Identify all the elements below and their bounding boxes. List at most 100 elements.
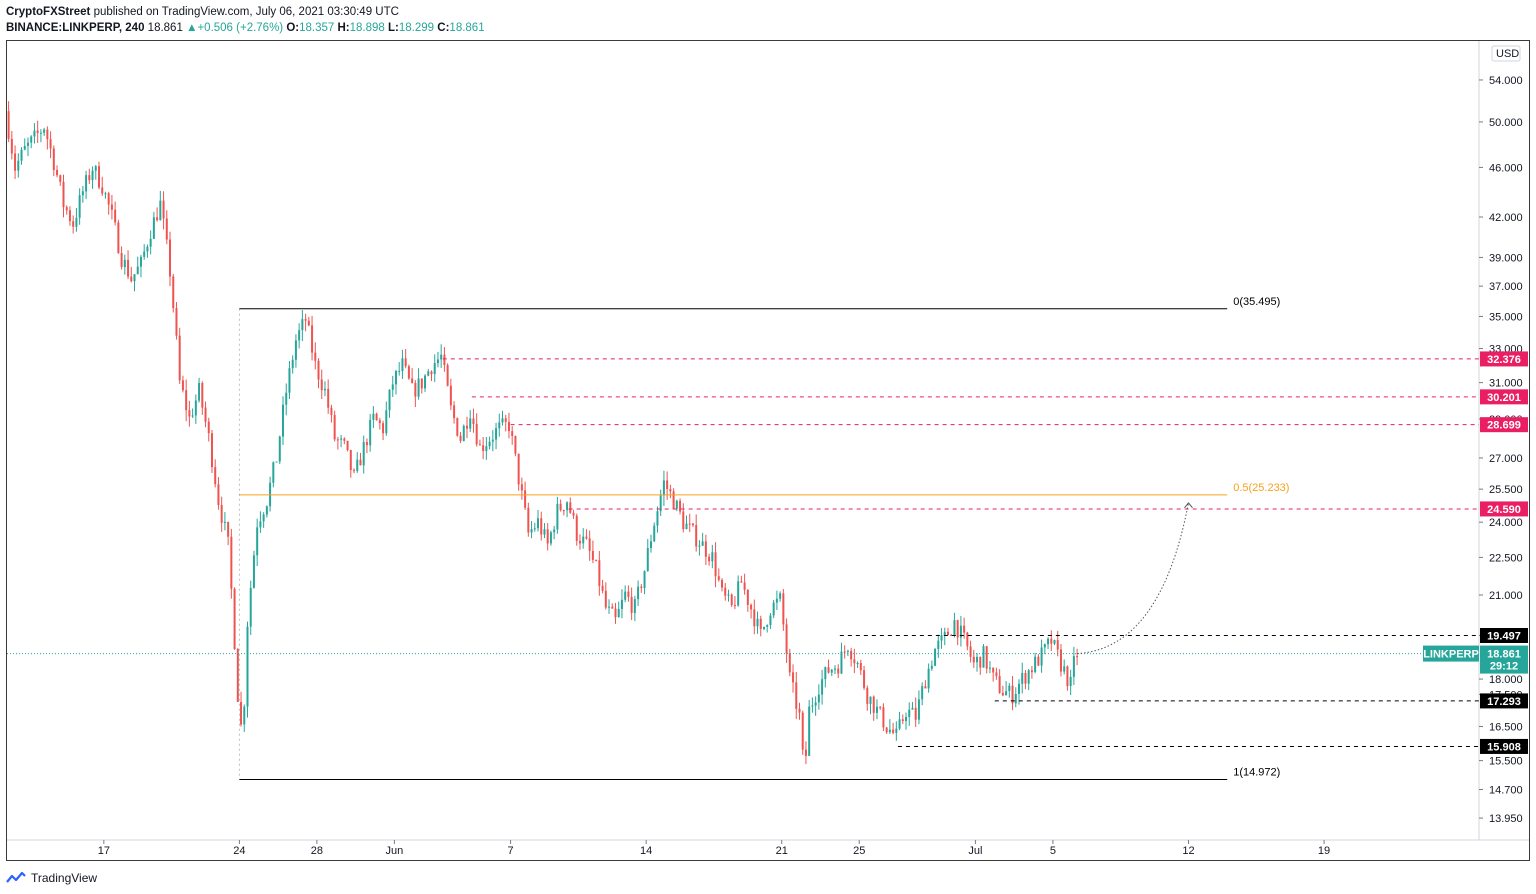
candle-down — [801, 712, 804, 750]
time-axis[interactable]: 17 24 28 Jun 7 14 21 25 Jul 5 12 19 — [98, 840, 1330, 857]
candles[interactable] — [7, 101, 1079, 765]
resistance-levels[interactable]: 32.376 30.201 28.699 24.590 — [442, 351, 1528, 517]
candle-down — [382, 423, 385, 434]
candle-up — [927, 668, 930, 689]
candle-down — [227, 521, 230, 537]
candle-down — [666, 480, 669, 490]
candle-up — [908, 709, 911, 717]
candle-down — [682, 511, 685, 530]
candle-up — [149, 238, 152, 247]
candle-up — [78, 195, 81, 218]
symbol-name[interactable]: BINANCE:LINKPERP, 240 — [6, 22, 145, 34]
candle-down — [114, 209, 117, 223]
candle-down — [1030, 670, 1033, 673]
candle-up — [104, 193, 107, 195]
candle-down — [49, 139, 52, 149]
candle-up — [1017, 683, 1021, 694]
candle-down — [333, 415, 336, 440]
candle-down — [514, 436, 517, 454]
price-chart[interactable]: 54.000 50.000 46.000 42.000 39.000 37.000 35.0… — [7, 41, 1529, 860]
candle-up — [33, 130, 36, 137]
candle-up — [1008, 685, 1011, 692]
candle-up — [959, 625, 962, 638]
resistance-badge-text: 30.201 — [1487, 392, 1521, 404]
resistance-badge-text: 24.590 — [1487, 504, 1521, 516]
candle-up — [814, 702, 817, 706]
candle-up — [888, 729, 891, 733]
candle-down — [314, 352, 317, 361]
candle-down — [740, 581, 743, 583]
price-tick-label: 25.500 — [1489, 484, 1523, 496]
candle-down — [901, 719, 904, 722]
price-tick-label: 50.000 — [1489, 117, 1523, 129]
candle-down — [517, 453, 520, 485]
candle-down — [165, 218, 168, 240]
footer-brand[interactable]: TradingView — [31, 871, 98, 885]
candle-down — [210, 433, 213, 468]
candle-up — [808, 706, 811, 756]
candle-down — [320, 379, 323, 391]
candle-up — [291, 359, 294, 369]
symbol-badge-text: LINKPERP — [1423, 649, 1479, 661]
currency-box — [1491, 45, 1521, 62]
candle-up — [930, 665, 933, 669]
candle-up — [417, 378, 420, 397]
candle-up — [356, 459, 359, 471]
candle-up — [824, 667, 827, 680]
candle-up — [75, 217, 78, 227]
candle-up — [766, 624, 769, 627]
candle-up — [252, 555, 255, 588]
candle-down — [185, 390, 188, 411]
support-levels[interactable]: 19.497 17.293 15.908 — [839, 628, 1528, 754]
price-tick-label: 27.000 — [1489, 453, 1523, 465]
candle-up — [869, 696, 872, 704]
candle-down — [753, 609, 756, 627]
candle-up — [582, 536, 585, 544]
candle-down — [669, 489, 672, 492]
time-tick-label: 14 — [640, 845, 652, 857]
candle-down — [10, 138, 13, 154]
candle-up — [362, 442, 365, 466]
candle-up — [701, 541, 704, 546]
close-value: 18.861 — [449, 22, 485, 34]
candle-down — [588, 538, 591, 551]
currency-label[interactable]: USD — [1491, 45, 1521, 62]
candle-up — [369, 419, 372, 446]
candle-up — [275, 461, 278, 463]
candle-up — [385, 410, 388, 434]
candle-up — [424, 375, 427, 389]
candle-up — [85, 175, 88, 192]
candle-down — [679, 500, 682, 512]
close-label: C: — [437, 22, 450, 34]
candle-down — [630, 596, 633, 613]
candle-down — [546, 529, 549, 544]
candle-up — [1034, 656, 1037, 673]
candle-up — [646, 548, 649, 571]
candle-up — [821, 679, 824, 695]
low-value: 18.299 — [398, 22, 435, 34]
candle-down — [520, 484, 523, 491]
candle-up — [662, 480, 665, 496]
candle-down — [604, 590, 607, 608]
candle-down — [52, 148, 55, 171]
fibonacci-retracement[interactable]: 0(35.495) 0.5(25.233) 1(14.972) — [238, 296, 1289, 781]
candle-down — [172, 276, 175, 309]
candle-down — [569, 502, 572, 513]
chart-frame[interactable]: 54.000 50.000 46.000 42.000 39.000 37.000 35.0… — [6, 40, 1530, 861]
time-tick-label: 19 — [1318, 845, 1330, 857]
candle-up — [1040, 647, 1043, 666]
author-name[interactable]: CryptoFXStreet — [6, 6, 91, 18]
candle-up — [769, 615, 772, 625]
projection-arrow[interactable] — [1077, 502, 1193, 655]
candle-down — [792, 672, 795, 683]
candle-down — [585, 536, 588, 539]
candle-down — [220, 504, 223, 523]
candle-up — [323, 388, 326, 391]
candle-up — [243, 706, 246, 725]
candle-up — [756, 618, 759, 627]
candle-down — [68, 210, 71, 222]
candle-down — [156, 217, 159, 221]
candle-down — [872, 696, 875, 713]
candle-up — [1014, 693, 1017, 704]
